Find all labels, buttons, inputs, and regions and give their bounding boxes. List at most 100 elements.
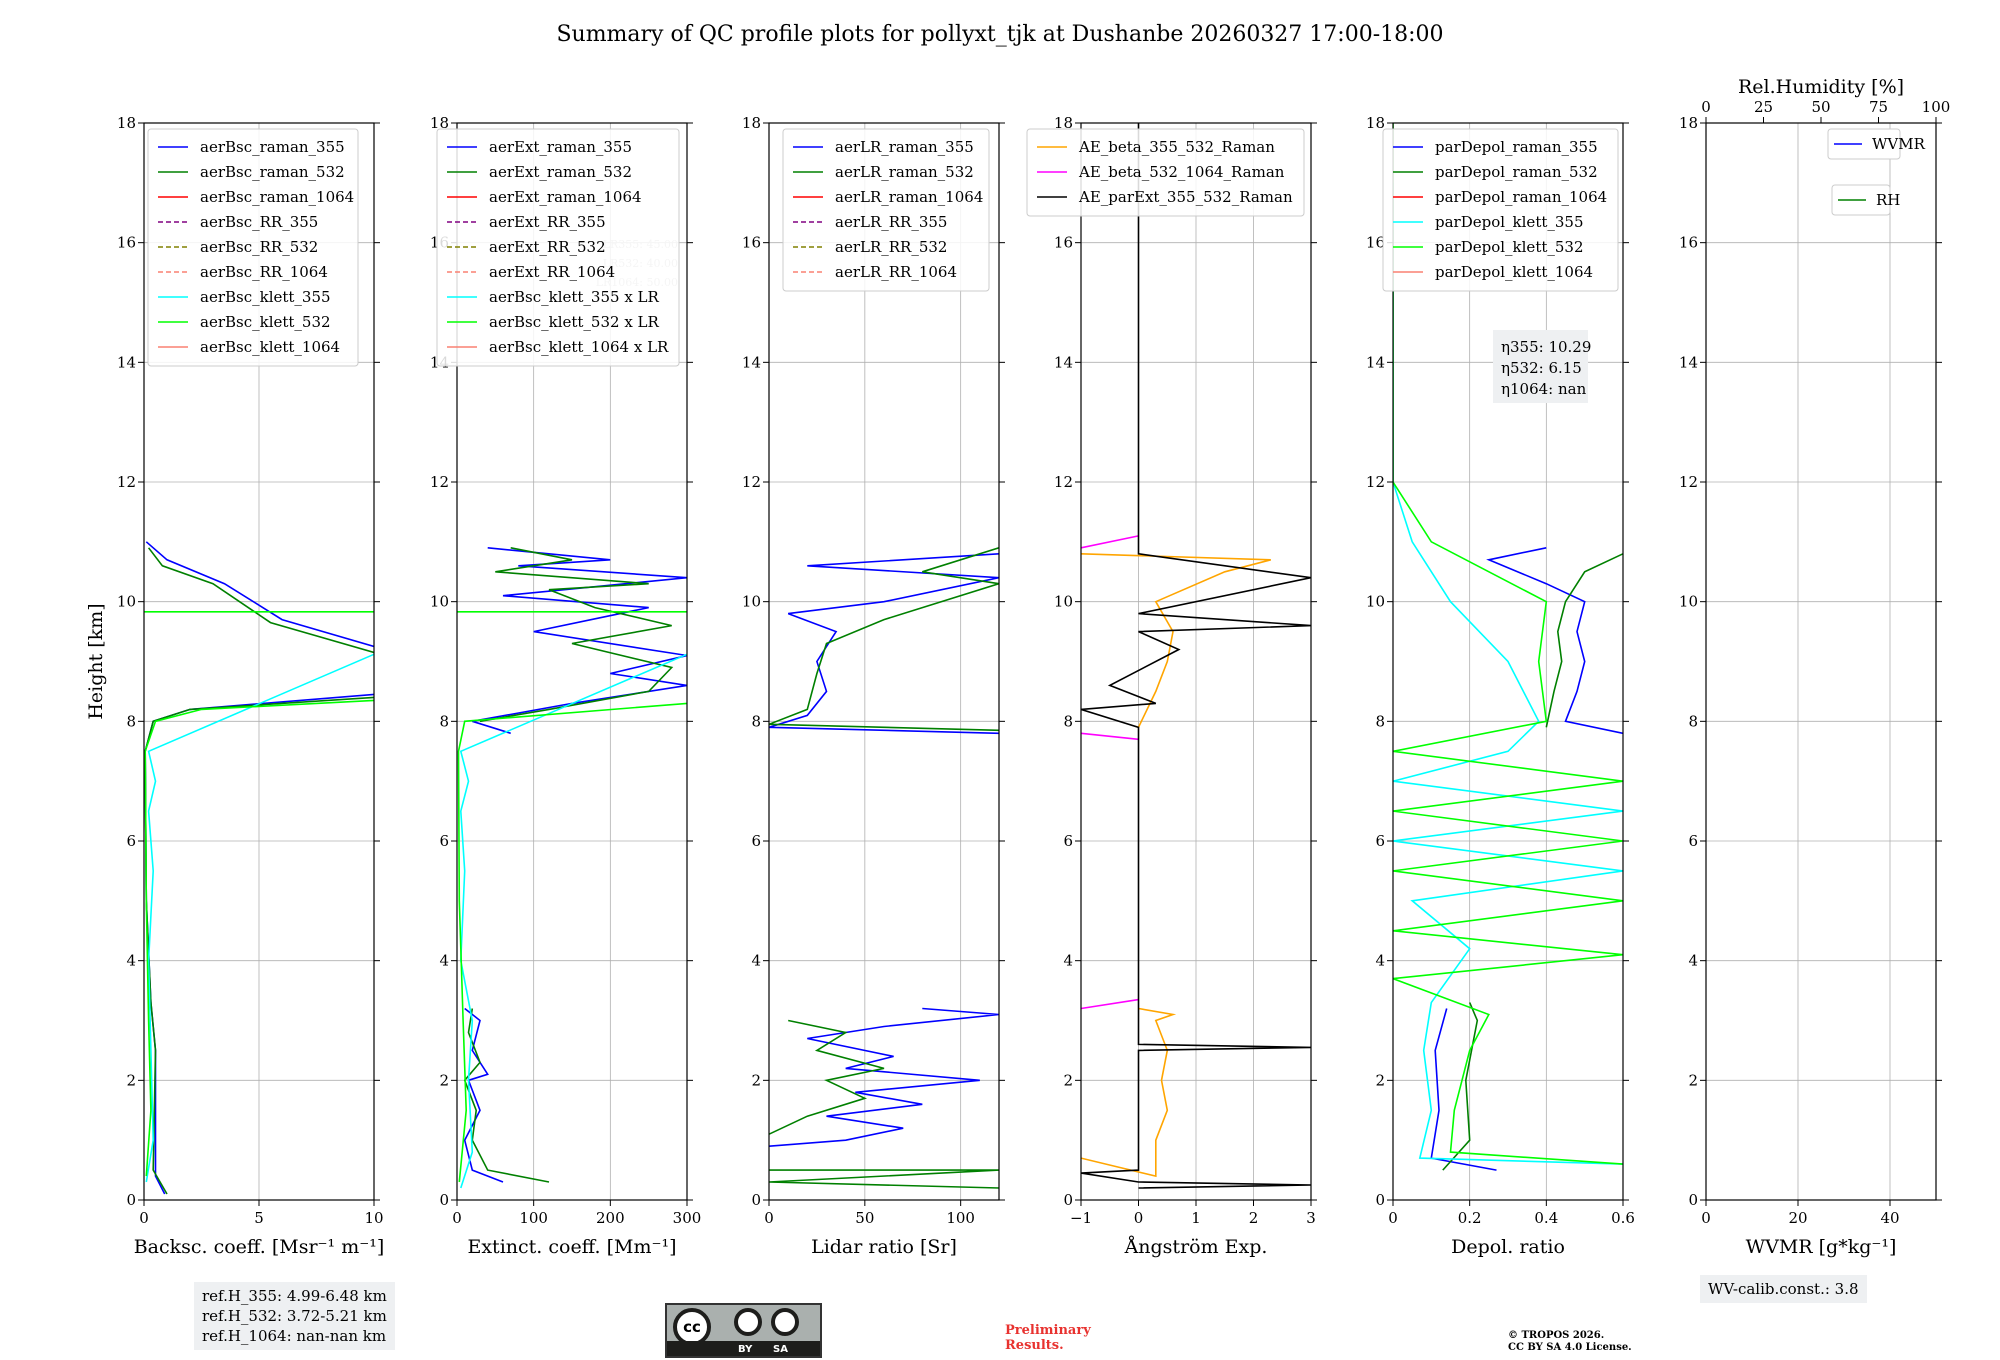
series-line-parDepol_raman_532 bbox=[1442, 1002, 1479, 1171]
legend-label: aerLR_raman_1064 bbox=[835, 188, 983, 206]
y-tick-label: 0 bbox=[126, 1191, 136, 1209]
series-group bbox=[769, 547, 999, 1189]
y-tick-label: 2 bbox=[1375, 1071, 1385, 1089]
series-line-AE_beta_355_532_Raman_upper bbox=[1081, 553, 1272, 728]
legend-label: parDepol_raman_1064 bbox=[1435, 188, 1607, 206]
by-label: BY bbox=[738, 1344, 753, 1355]
y-tick-label: 2 bbox=[439, 1071, 449, 1089]
y-tick-label: 0 bbox=[751, 1191, 761, 1209]
y-tick-label: 6 bbox=[1375, 832, 1385, 850]
series-line-aerBsc_raman_355 bbox=[144, 693, 374, 1195]
axes-frame bbox=[1705, 122, 1937, 1201]
series-line-AE_beta_355_532_Raman bbox=[1081, 1007, 1177, 1178]
legend-label: parDepol_raman_532 bbox=[1435, 163, 1598, 181]
legend-label: aerExt_RR_1064 bbox=[489, 263, 615, 281]
y-tick-label: 14 bbox=[742, 353, 761, 371]
series-line-aerBsc_klett_355 x LR bbox=[459, 653, 687, 1189]
legend-label: aerExt_raman_1064 bbox=[489, 188, 642, 206]
series-line-aerBsc_raman_532_upper bbox=[147, 547, 374, 654]
wv-calib-constant: WV-calib.const.: 3.8 bbox=[1708, 1280, 1859, 1298]
series-line-aerBsc_klett_532 bbox=[144, 699, 374, 1177]
series-line-parDepol_klett_355 bbox=[1393, 182, 1623, 1165]
y-tick-label: 4 bbox=[1375, 952, 1385, 970]
legend-box-WVMR bbox=[1827, 128, 1901, 160]
license-bar bbox=[667, 1341, 820, 1356]
x-tick-label: 100 bbox=[946, 1209, 975, 1227]
legend-label: aerBsc_klett_1064 x LR bbox=[489, 338, 669, 356]
x-tick-label: 3 bbox=[1306, 1209, 1316, 1227]
series-line-aerBsc_klett_532 x LR bbox=[457, 702, 687, 1183]
legend-label: WVMR bbox=[1872, 135, 1926, 153]
y-tick-label: 12 bbox=[430, 473, 449, 491]
x-tick-label: 200 bbox=[596, 1209, 625, 1227]
legend-label: parDepol_klett_355 bbox=[1435, 213, 1584, 231]
y-tick-label: 10 bbox=[1366, 593, 1385, 611]
series-line-aerLR_raman_355_upper bbox=[769, 553, 999, 735]
legend-label: RH bbox=[1876, 191, 1900, 209]
x-tick-label: 0.6 bbox=[1611, 1209, 1635, 1227]
legend-label: aerBsc_RR_532 bbox=[200, 238, 318, 256]
eta-annotation: η1064: nan bbox=[1501, 380, 1587, 398]
x-tick-label: 0 bbox=[1701, 1209, 1711, 1227]
legend-box bbox=[1026, 128, 1305, 217]
legend-label: parDepol_klett_532 bbox=[1435, 238, 1584, 256]
x-tick-label: 0 bbox=[1134, 1209, 1144, 1227]
x-tick-label: 100 bbox=[519, 1209, 548, 1227]
legend-label: aerLR_RR_532 bbox=[835, 238, 947, 256]
y-tick-label: 10 bbox=[1054, 593, 1073, 611]
x2-tick-label: 0 bbox=[1701, 98, 1711, 116]
y-tick-label: 12 bbox=[1054, 473, 1073, 491]
legend-label: aerBsc_RR_355 bbox=[200, 213, 318, 231]
y-tick-label: 10 bbox=[430, 593, 449, 611]
x-tick-label: 0.2 bbox=[1458, 1209, 1482, 1227]
y-tick-label: 16 bbox=[742, 234, 761, 252]
x-axis-label: Extinct. coeff. [Mm⁻¹] bbox=[467, 1236, 676, 1258]
y-tick-label: 12 bbox=[117, 473, 136, 491]
by-attribution-icon bbox=[734, 1308, 762, 1336]
x2-axis-label: Rel.Humidity [%] bbox=[1738, 76, 1904, 98]
y-tick-label: 10 bbox=[117, 593, 136, 611]
y-tick-label: 4 bbox=[1063, 952, 1073, 970]
x-tick-label: 20 bbox=[1788, 1209, 1807, 1227]
legend-label: aerBsc_klett_532 x LR bbox=[489, 313, 660, 331]
legend-label: aerExt_RR_532 bbox=[489, 238, 606, 256]
y-tick-label: 8 bbox=[1688, 712, 1698, 730]
series-line-aerBsc_raman_355_upper bbox=[145, 541, 374, 648]
legend-label: aerBsc_raman_1064 bbox=[200, 188, 354, 206]
series-line-AE_beta_532_1064_Raman_mid bbox=[1081, 732, 1139, 741]
legend-label: aerBsc_RR_1064 bbox=[200, 263, 328, 281]
y-tick-label: 6 bbox=[1688, 832, 1698, 850]
legend-label: aerBsc_klett_355 x LR bbox=[489, 288, 660, 306]
preliminary-results-note: Preliminary Results. bbox=[1005, 1323, 1091, 1353]
y-tick-label: 18 bbox=[1366, 114, 1385, 132]
legend-label: aerBsc_klett_355 bbox=[200, 288, 331, 306]
legend-label: aerLR_raman_355 bbox=[835, 138, 974, 156]
y-tick-label: 18 bbox=[117, 114, 136, 132]
series-line-aerBsc_klett_355 bbox=[145, 653, 374, 1183]
x-tick-label: 0 bbox=[764, 1209, 774, 1227]
x-tick-label: 2 bbox=[1249, 1209, 1259, 1227]
y-tick-label: 4 bbox=[439, 952, 449, 970]
sa-share-alike-icon bbox=[771, 1308, 799, 1336]
eta-annotation: η355: 10.29 bbox=[1501, 338, 1591, 356]
y-tick-label: 0 bbox=[1063, 1191, 1073, 1209]
legend-label: aerLR_RR_355 bbox=[835, 213, 947, 231]
y-tick-label: 12 bbox=[1366, 473, 1385, 491]
series-group bbox=[144, 541, 374, 1195]
y-tick-label: 0 bbox=[1688, 1191, 1698, 1209]
eta-annotation: η532: 6.15 bbox=[1501, 359, 1582, 377]
y-tick-label: 12 bbox=[1679, 473, 1698, 491]
y-tick-label: 14 bbox=[1054, 353, 1073, 371]
x-axis-label: Backsc. coeff. [Msr⁻¹ m⁻¹] bbox=[134, 1236, 385, 1258]
x-tick-label: 40 bbox=[1880, 1209, 1899, 1227]
y-tick-label: 6 bbox=[751, 832, 761, 850]
legend-box bbox=[436, 128, 680, 367]
y-tick-label: 6 bbox=[439, 832, 449, 850]
legend-label: aerExt_raman_532 bbox=[489, 163, 632, 181]
x-axis-label: Depol. ratio bbox=[1451, 1236, 1565, 1258]
y-tick-label: 2 bbox=[751, 1071, 761, 1089]
y-tick-label: 18 bbox=[1054, 114, 1073, 132]
y-tick-label: 8 bbox=[1063, 712, 1073, 730]
axes-frame bbox=[456, 122, 688, 1201]
ref-height-1064: ref.H_1064: nan-nan km bbox=[202, 1327, 387, 1345]
